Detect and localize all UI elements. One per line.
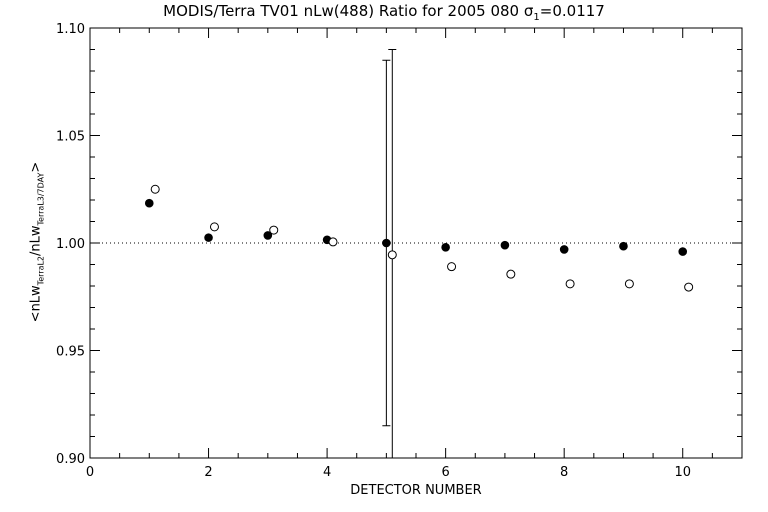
data-point-filled (500, 240, 510, 250)
data-point-filled (619, 241, 628, 251)
data-point-filled (382, 238, 391, 248)
ylabel-sub1: TerraL2 (36, 255, 46, 286)
x-axis-label: DETECTOR NUMBER (350, 483, 482, 498)
data-point-open (684, 282, 694, 292)
title-sigma-sub: 1 (533, 12, 540, 23)
data-point-open (209, 222, 219, 232)
x-tick-label: 4 (323, 465, 331, 480)
x-tick-label: 8 (560, 465, 568, 480)
y-tick-label: 1.00 (56, 237, 85, 252)
title-main: MODIS/Terra TV01 nLw(488) Ratio for 2005… (163, 2, 524, 20)
x-tick-label: 0 (86, 465, 94, 480)
data-point-open (447, 262, 457, 272)
data-point-open (269, 225, 279, 235)
title-sigma-value: =0.0117 (539, 2, 605, 20)
data-point-filled (678, 247, 688, 256)
title-sigma: σ (523, 2, 534, 20)
y-axis-label: <nLwTerraL2/nLwTerraL3/7DAY> (29, 162, 46, 323)
y-tick-label: 1.05 (56, 130, 85, 145)
data-point-filled (441, 243, 450, 252)
chart-title: MODIS/Terra TV01 nLw(488) Ratio for 2005… (0, 2, 768, 23)
data-point-open (387, 250, 397, 260)
data-point-open (624, 279, 634, 289)
data-point-filled (204, 233, 213, 242)
data-point-open (506, 269, 516, 279)
data-point-open (150, 184, 160, 194)
data-point-open (328, 237, 338, 247)
y-tick-label: 0.95 (56, 345, 85, 360)
data-point-filled (263, 231, 273, 240)
x-tick-label: 6 (441, 465, 449, 480)
ylabel-prefix: <nLw (28, 285, 44, 323)
plot-frame (89, 27, 743, 459)
x-tick-label: 2 (204, 465, 212, 480)
y-tick-label: 1.10 (56, 22, 85, 37)
ylabel-sub2: TerraL3/7DAY (36, 172, 46, 226)
data-point-open (565, 279, 575, 289)
x-tick-label: 10 (674, 465, 691, 480)
ylabel-suffix: > (28, 161, 44, 173)
data-point-filled (144, 198, 154, 208)
y-tick-label: 0.90 (56, 452, 85, 467)
data-point-filled (559, 245, 569, 254)
ylabel-mid: /nLw (28, 225, 44, 256)
